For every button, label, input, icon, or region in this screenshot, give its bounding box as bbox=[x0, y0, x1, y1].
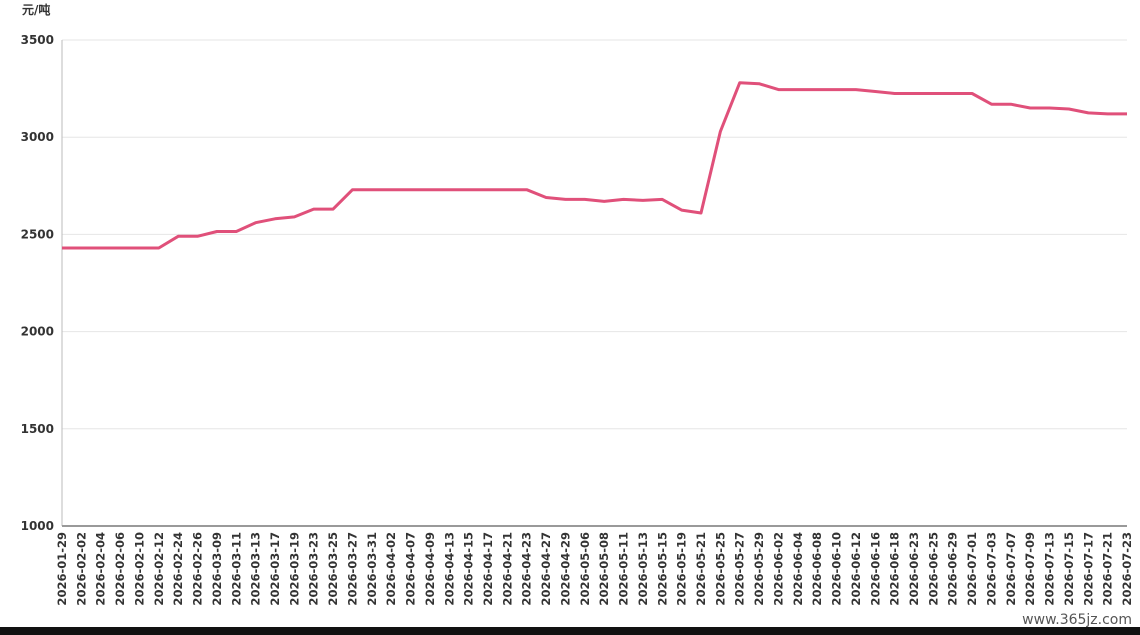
y-tick-label: 3500 bbox=[21, 33, 54, 47]
x-tick-label: 2026-06-10 bbox=[830, 532, 844, 606]
x-tick-label: 2026-05-21 bbox=[694, 532, 708, 606]
series-line bbox=[62, 81, 1127, 250]
x-tick-label: 2026-01-29 bbox=[55, 532, 69, 606]
y-tick-label: 3000 bbox=[21, 130, 54, 144]
x-tick-label: 2026-03-09 bbox=[210, 532, 224, 606]
x-tick-label: 2026-06-23 bbox=[907, 532, 921, 606]
x-tick-label: 2026-04-21 bbox=[500, 532, 514, 606]
x-tick-label: 2026-06-16 bbox=[868, 532, 882, 606]
x-tick-label: 2026-07-03 bbox=[984, 532, 998, 606]
y-tick-label: 1000 bbox=[21, 519, 54, 533]
x-tick-label: 2026-03-17 bbox=[268, 532, 282, 606]
x-tick-label: 2026-05-29 bbox=[752, 532, 766, 606]
x-tick-label: 2026-03-23 bbox=[307, 532, 321, 606]
x-tick-label: 2026-07-01 bbox=[965, 532, 979, 606]
x-tick-label: 2026-07-21 bbox=[1101, 532, 1115, 606]
x-tick-label: 2026-05-11 bbox=[617, 532, 631, 606]
x-tick-label: 2026-02-04 bbox=[94, 532, 108, 606]
x-tick-label: 2026-06-08 bbox=[810, 532, 824, 606]
watermark: www.365jz.com bbox=[1022, 612, 1132, 628]
x-tick-label: 2026-04-29 bbox=[558, 532, 572, 606]
x-tick-label: 2026-04-15 bbox=[462, 532, 476, 606]
x-tick-label: 2026-05-06 bbox=[578, 532, 592, 606]
x-tick-label: 2026-03-11 bbox=[229, 532, 243, 606]
x-tick-label: 2026-02-24 bbox=[171, 532, 185, 606]
x-tick-label: 2026-04-02 bbox=[384, 532, 398, 606]
x-tick-label: 2026-02-12 bbox=[152, 532, 166, 606]
x-tick-label: 2026-04-27 bbox=[539, 532, 553, 606]
y-tick-label: 1500 bbox=[21, 422, 54, 436]
x-tick-label: 2026-03-19 bbox=[287, 532, 301, 606]
x-tick-label: 2026-02-06 bbox=[113, 532, 127, 606]
x-tick-label: 2026-04-07 bbox=[404, 532, 418, 606]
x-tick-label: 2026-06-25 bbox=[926, 532, 940, 606]
x-tick-label: 2026-07-15 bbox=[1062, 532, 1076, 606]
x-tick-label: 2026-06-02 bbox=[771, 532, 785, 606]
y-axis-label: 元/吨 bbox=[22, 2, 50, 17]
x-tick-label: 2026-03-31 bbox=[365, 532, 379, 606]
x-tick-label: 2026-06-29 bbox=[946, 532, 960, 606]
x-tick-label: 2026-07-09 bbox=[1023, 532, 1037, 606]
x-tick-label: 2026-04-13 bbox=[442, 532, 456, 606]
x-tick-label: 2026-03-13 bbox=[249, 532, 263, 606]
x-tick-label: 2026-07-13 bbox=[1043, 532, 1057, 606]
x-tick-label: 2026-06-04 bbox=[791, 532, 805, 606]
footer-band bbox=[0, 627, 1140, 635]
x-tick-label: 2026-05-25 bbox=[713, 532, 727, 606]
x-tick-label: 2026-03-27 bbox=[345, 532, 359, 606]
y-tick-label: 2500 bbox=[21, 227, 54, 241]
x-tick-label: 2026-05-15 bbox=[655, 532, 669, 606]
x-tick-label: 2026-06-12 bbox=[849, 532, 863, 606]
x-tick-label: 2026-03-25 bbox=[326, 532, 340, 606]
x-tick-label: 2026-02-10 bbox=[132, 532, 146, 606]
x-tick-label: 2026-06-18 bbox=[888, 532, 902, 606]
x-tick-label: 2026-07-17 bbox=[1081, 532, 1095, 606]
x-tick-label: 2026-05-08 bbox=[597, 532, 611, 606]
x-tick-label: 2026-05-19 bbox=[675, 532, 689, 606]
x-tick-label: 2026-07-07 bbox=[1004, 532, 1018, 606]
x-tick-label: 2026-02-02 bbox=[74, 532, 88, 606]
x-tick-label: 2026-07-23 bbox=[1120, 532, 1134, 606]
x-tick-label: 2026-05-27 bbox=[733, 532, 747, 606]
x-tick-label: 2026-02-26 bbox=[191, 532, 205, 606]
y-tick-label: 2000 bbox=[21, 325, 54, 339]
x-tick-label: 2026-04-17 bbox=[481, 532, 495, 606]
x-tick-label: 2026-05-13 bbox=[636, 532, 650, 606]
x-tick-label: 2026-04-23 bbox=[520, 532, 534, 606]
x-tick-label: 2026-04-09 bbox=[423, 532, 437, 606]
